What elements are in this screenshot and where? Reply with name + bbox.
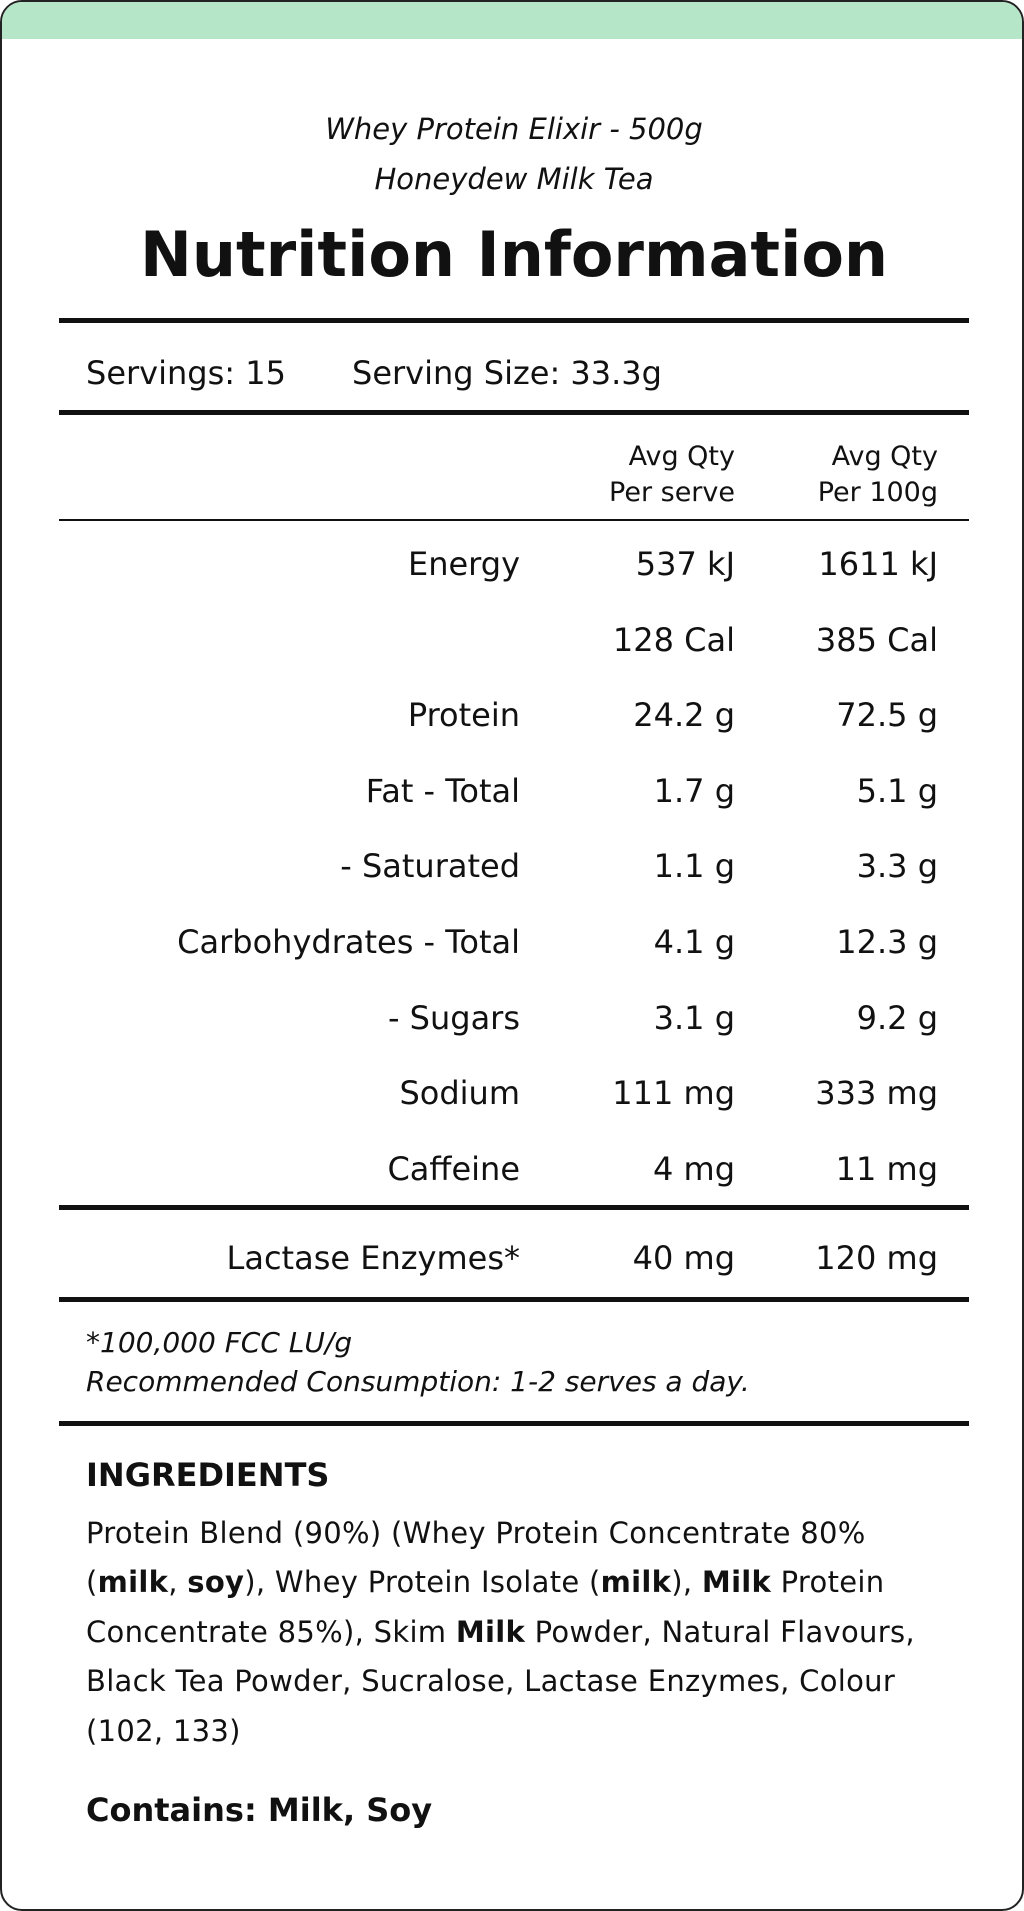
value: 4 mg <box>652 1149 735 1188</box>
value: 111 mg <box>612 1074 735 1113</box>
rule <box>59 1205 969 1210</box>
nutrient: Lactase Enzymes* <box>226 1239 520 1277</box>
rule <box>59 318 969 323</box>
nutrient: Caffeine <box>387 1149 520 1188</box>
nutrient: Fat - Total <box>365 771 520 810</box>
product-name: Whey Protein Elixir - 500g <box>325 112 703 146</box>
nutrient: Sodium <box>399 1074 520 1113</box>
value: 5.1 g <box>856 771 938 810</box>
value: 24.2 g <box>633 696 735 735</box>
rule <box>59 1421 969 1426</box>
nutrient: Carbohydrates - Total <box>177 923 520 961</box>
allergen: Milk <box>455 1614 526 1649</box>
column-header: Avg Qty <box>628 441 735 472</box>
serving-size: Serving Size: 33.3g <box>352 354 662 392</box>
value: 1.1 g <box>653 847 735 886</box>
value: 11 mg <box>835 1149 938 1188</box>
footnote: *100,000 FCC LU/g <box>86 1326 353 1359</box>
value: 333 mg <box>815 1074 938 1113</box>
value: 40 mg <box>632 1239 735 1277</box>
ingredient-text: Protein Concentrate 85%), Skim <box>86 1565 885 1649</box>
allergen: milk <box>97 1565 169 1600</box>
ingredient-text: ), <box>671 1565 702 1600</box>
nutrient: Energy <box>407 545 520 583</box>
contains: Contains: Milk, Soy <box>86 1791 433 1829</box>
value: 72.5 g <box>836 696 938 735</box>
ingredients-text: Protein Blend (90%) (Whey Protein Concen… <box>86 1509 956 1756</box>
title: Nutrition Information <box>139 218 889 291</box>
rule <box>59 519 969 521</box>
value: 1611 kJ <box>818 545 938 583</box>
value: 3.3 g <box>856 847 938 886</box>
allergen: Milk <box>701 1565 772 1600</box>
value: 12.3 g <box>836 923 938 961</box>
value: 128 Cal <box>612 620 735 659</box>
ingredient-text: , <box>168 1565 188 1600</box>
rule <box>59 1297 969 1302</box>
ingredient-text: ), Whey Protein Isolate ( <box>244 1565 601 1600</box>
column-header: Per serve <box>609 477 735 508</box>
allergen: soy <box>187 1565 245 1600</box>
value: 537 kJ <box>635 545 735 583</box>
ingredients-heading: INGREDIENTS <box>86 1456 330 1494</box>
top-bar <box>2 2 1022 39</box>
nutrient: - Sugars <box>387 998 520 1037</box>
allergen: milk <box>600 1565 672 1600</box>
ingredient-text: Powder, Natural Flavours, Black Tea Powd… <box>86 1614 915 1748</box>
nutrient: - Saturated <box>340 847 520 886</box>
rule <box>59 410 969 415</box>
ingredient-text: Protein Blend (90%) (Whey Protein Concen… <box>86 1516 866 1600</box>
flavour: Honeydew Milk Tea <box>374 162 654 196</box>
value: 3.1 g <box>653 998 735 1037</box>
column-header: Per 100g <box>817 477 938 508</box>
servings: Servings: 15 <box>86 354 286 392</box>
value: 1.7 g <box>653 771 735 810</box>
value: 120 mg <box>815 1239 938 1277</box>
column-header: Avg Qty <box>831 441 938 472</box>
nutrient: Protein <box>407 696 520 735</box>
footnote: Recommended Consumption: 1-2 serves a da… <box>86 1365 750 1398</box>
value: 4.1 g <box>653 923 735 961</box>
value: 385 Cal <box>815 620 938 659</box>
value: 9.2 g <box>856 998 938 1037</box>
